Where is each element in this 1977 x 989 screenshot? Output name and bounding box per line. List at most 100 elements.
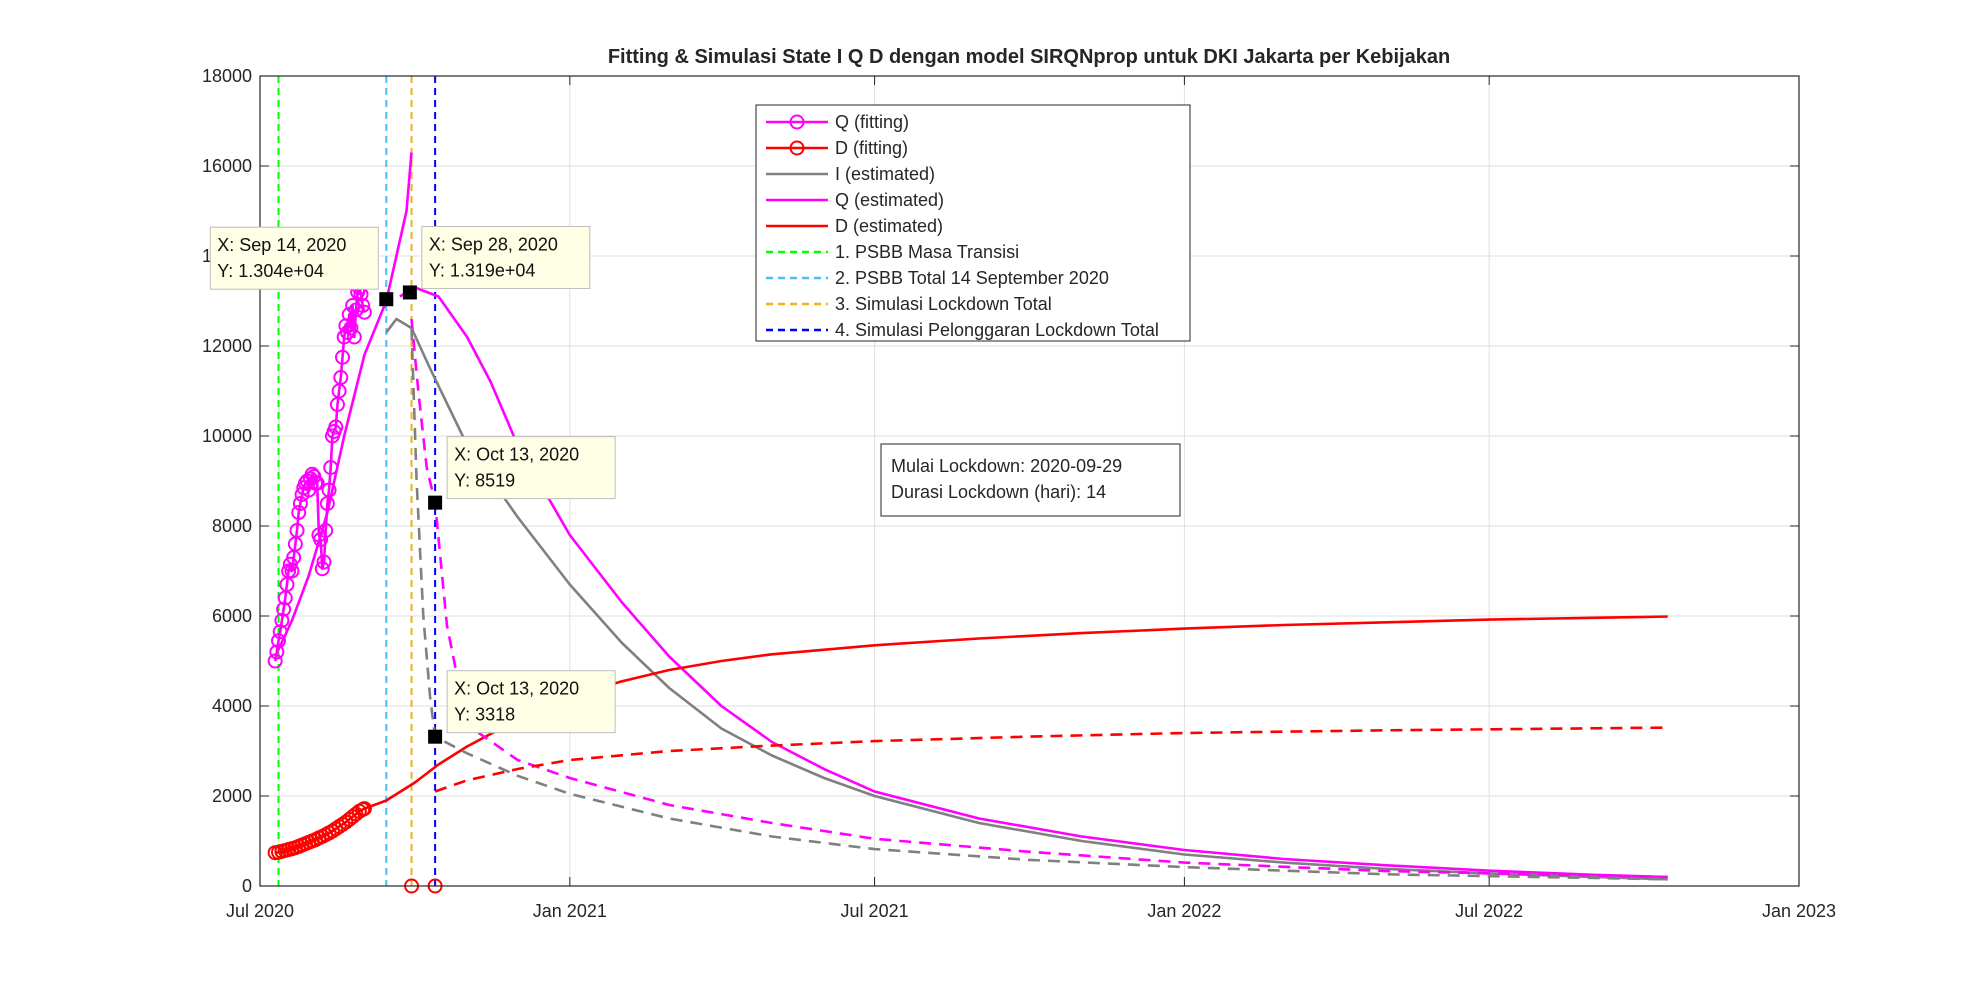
datatip-x: X: Oct 13, 2020 (454, 445, 579, 465)
series (399, 286, 1668, 879)
y-tick-label: 12000 (202, 336, 252, 356)
series-line (410, 327, 1668, 881)
datatip-marker (428, 729, 443, 744)
y-tick-label: 10000 (202, 426, 252, 446)
y-tick-label: 8000 (212, 516, 252, 536)
chart-title: Fitting & Simulasi State I Q D dengan mo… (608, 46, 1450, 68)
datatip: X: Oct 13, 2020 Y: 8519 (428, 436, 616, 510)
y-tick-label: 4000 (212, 696, 252, 716)
data-point (309, 475, 325, 491)
series (385, 152, 413, 302)
datatip-marker (379, 292, 394, 307)
series (363, 615, 1668, 810)
policy-lines (277, 76, 437, 886)
legend-item: D (estimated) (766, 216, 943, 236)
datatip-box (446, 670, 616, 734)
data-point (356, 801, 372, 817)
datatip-box (209, 226, 379, 290)
legend-item: 1. PSBB Masa Transisi (766, 242, 1019, 262)
legend-item: 4. Simulasi Pelonggaran Lockdown Total (766, 320, 1159, 340)
annotation-start: Mulai Lockdown: 2020-09-29 (891, 456, 1122, 476)
data-point (346, 329, 362, 345)
legend-item: D (fitting) (766, 138, 908, 158)
series-line (363, 615, 1668, 810)
series (385, 317, 1668, 881)
series (274, 300, 388, 658)
data-point (335, 349, 351, 365)
legend-label: D (fitting) (835, 138, 908, 158)
series-line (410, 318, 1668, 879)
x-tick-label: Jan 2023 (1762, 901, 1836, 921)
legend-marker (789, 114, 805, 130)
series-line (434, 726, 1668, 793)
data-point (345, 298, 361, 313)
legend-item: 2. PSBB Total 14 September 2020 (766, 268, 1109, 288)
datatip-x: X: Sep 28, 2020 (429, 234, 558, 254)
data-point (321, 482, 337, 498)
datatip-x: X: Oct 13, 2020 (454, 679, 579, 699)
x-tick-label: Jul 2022 (1455, 901, 1523, 921)
y-tick-label: 2000 (212, 786, 252, 806)
datatip-y: Y: 8519 (454, 471, 515, 491)
y-tick-label: 16000 (202, 156, 252, 176)
datatip: X: Sep 28, 2020 Y: 1.319e+04 (402, 225, 591, 300)
ticks: Jul 2020 Jan 2021 Jul 2021 Jan 2022 Jul 2022… (202, 66, 1836, 921)
legend-label: 4. Simulasi Pelonggaran Lockdown Total (835, 320, 1159, 340)
data-point (343, 320, 359, 336)
data-point (314, 561, 330, 577)
annotation-duration: Durasi Lockdown (hari): 14 (891, 482, 1106, 502)
legend-label: 1. PSBB Masa Transisi (835, 242, 1019, 262)
x-tick-label: Jan 2022 (1147, 901, 1221, 921)
data-point (316, 554, 332, 570)
annotation-box (880, 443, 1181, 517)
series-line (274, 300, 388, 658)
legend-label: 3. Simulasi Lockdown Total (835, 294, 1052, 314)
legend-item: Q (fitting) (766, 112, 909, 132)
datatip-box (421, 225, 591, 289)
legend: Q (fitting) D (fitting) I (estimated) Q (es… (755, 104, 1191, 342)
datatip-box (446, 436, 616, 500)
datatip: X: Sep 14, 2020 Y: 1.304e+04 (209, 226, 394, 307)
datatip-y: Y: 1.319e+04 (429, 260, 536, 280)
series-line (385, 152, 413, 302)
data-point (269, 644, 285, 660)
x-tick-label: Jan 2021 (533, 901, 607, 921)
y-tick-label: 0 (242, 876, 252, 896)
data-point (333, 370, 349, 385)
datatip-marker (402, 285, 417, 300)
y-tick-label: 18000 (202, 66, 252, 86)
legend-label: Q (fitting) (835, 112, 909, 132)
data-point (318, 523, 334, 538)
datatip-y: Y: 3318 (454, 705, 515, 725)
data-point (276, 601, 292, 617)
legend-label: Q (estimated) (835, 190, 944, 210)
axes-frame (259, 75, 1800, 887)
legend-label: I (estimated) (835, 164, 935, 184)
legend-label: D (estimated) (835, 216, 943, 236)
data-point (356, 304, 372, 320)
datatip: X: Oct 13, 2020 Y: 3318 (428, 670, 616, 744)
legend-item: I (estimated) (766, 164, 935, 184)
x-tick-label: Jul 2020 (226, 901, 294, 921)
data-point (274, 613, 290, 628)
legend-item: 3. Simulasi Lockdown Total (766, 294, 1052, 314)
series (410, 318, 1668, 879)
datatip-y: Y: 1.304e+04 (217, 261, 324, 281)
series (267, 801, 372, 861)
y-tick-label: 6000 (212, 606, 252, 626)
datatip-x: X: Sep 14, 2020 (217, 235, 346, 255)
legend-marker (789, 140, 805, 156)
series (410, 327, 1668, 881)
x-tick-label: Jul 2021 (841, 901, 909, 921)
legend-box (755, 104, 1191, 342)
series-line (399, 286, 1668, 879)
datatip-marker (428, 495, 443, 510)
data-point (328, 419, 344, 435)
data-point (291, 505, 307, 520)
series-group (267, 152, 1668, 894)
series (434, 726, 1668, 793)
legend-item: Q (estimated) (766, 190, 944, 210)
data-point (355, 298, 371, 313)
data-point (292, 496, 308, 511)
